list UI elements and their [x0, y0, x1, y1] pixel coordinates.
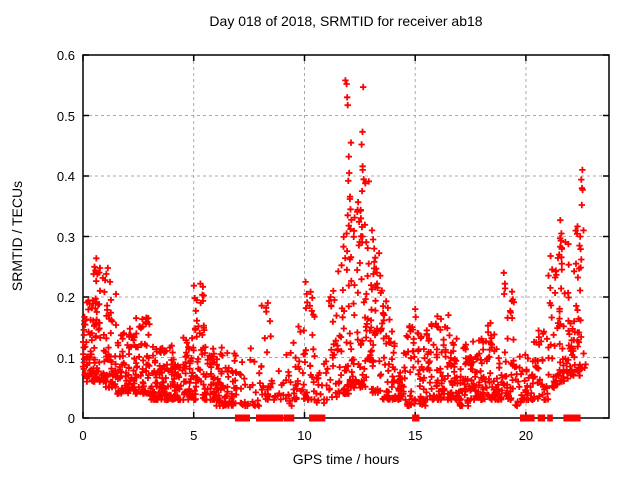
x-tick-label: 5: [190, 428, 198, 443]
y-tick-label: 0: [67, 411, 75, 426]
y-tick-label: 0.2: [56, 290, 75, 305]
x-tick-label: 15: [407, 428, 423, 443]
y-tick-label: 0.3: [56, 229, 75, 245]
y-tick-label: 0.4: [56, 169, 75, 184]
x-tick-label: 20: [518, 428, 534, 443]
x-axis-label: GPS time / hours: [292, 451, 400, 467]
y-tick-label: 0.6: [56, 48, 75, 63]
y-tick-label: 0.5: [56, 108, 75, 124]
x-tick-label: 0: [79, 428, 87, 443]
x-tick-label: 10: [297, 428, 312, 443]
y-tick-label: 0.1: [56, 350, 75, 366]
chart-title: Day 018 of 2018, SRMTID for receiver ab1…: [209, 13, 483, 29]
